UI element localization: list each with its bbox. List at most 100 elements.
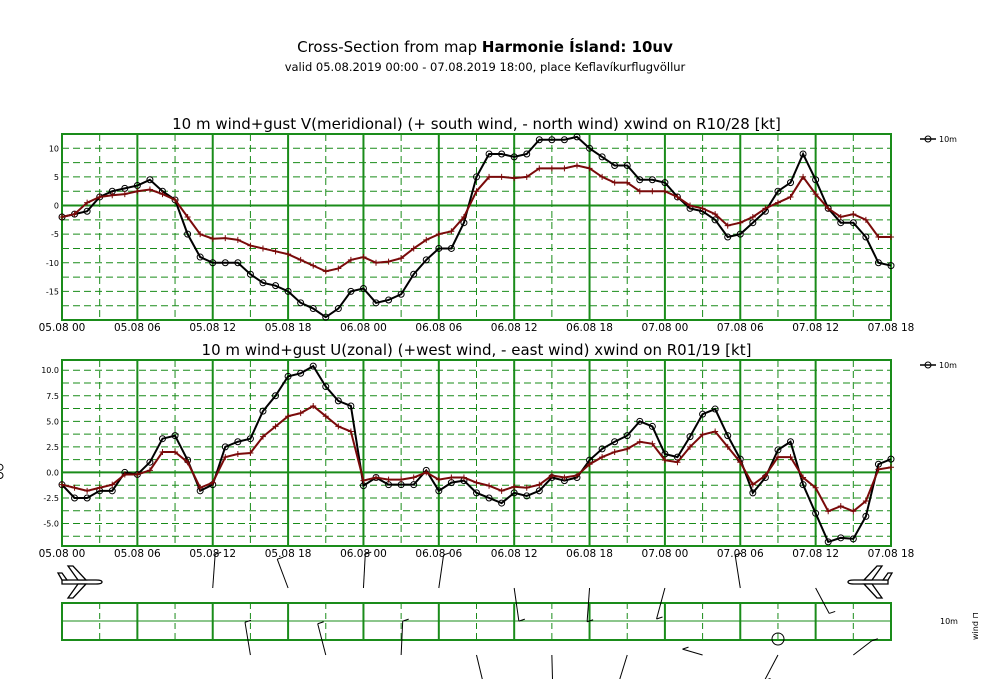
gust-data-point <box>184 459 191 466</box>
wind-barb-flag <box>586 619 594 623</box>
wind-data-point <box>535 487 543 495</box>
gust-data-point <box>599 454 606 461</box>
gust-data-point <box>335 423 342 430</box>
airplane-icon <box>847 565 894 599</box>
wind-data-point <box>246 435 254 443</box>
wind-data-point <box>611 438 619 446</box>
gust-data-point <box>523 484 530 491</box>
wind-data-point <box>297 369 305 377</box>
wind-panel-axis-label: wind ⊓ <box>971 612 980 640</box>
gust-data-point <box>423 469 430 476</box>
gust-data-point <box>774 199 781 206</box>
wind-data-point <box>146 458 154 466</box>
gust-data-point <box>109 481 116 488</box>
wind-data-point <box>686 433 694 441</box>
wind-data-point <box>774 187 782 195</box>
gust-data-point <box>888 234 894 241</box>
x-tick-label: 07.08 06 <box>717 548 764 560</box>
gust-data-point <box>272 248 279 255</box>
wind-data-point <box>422 256 430 264</box>
wind-series-line <box>61 135 892 319</box>
wind-data-point <box>548 136 556 144</box>
wind-barb <box>276 559 289 589</box>
gust-data-point <box>649 440 656 447</box>
x-tick-label: 05.08 12 <box>189 548 236 560</box>
x-tick-label: 05.08 00 <box>39 322 86 334</box>
x-tick-label: 06.08 00 <box>340 322 387 334</box>
wind-data-point <box>272 392 280 400</box>
wind-data-point <box>485 150 493 158</box>
wind-data-point <box>83 207 91 215</box>
y-tick-label: 5 <box>54 173 59 182</box>
wind-data-point <box>209 259 217 267</box>
x-tick-label: 06.08 12 <box>491 548 538 560</box>
gust-data-point <box>800 474 807 481</box>
wind-data-point <box>485 494 493 502</box>
gust-data-point <box>862 498 869 505</box>
wind-barb <box>476 654 483 679</box>
gust-data-point <box>573 472 580 479</box>
gust-data-point <box>448 228 455 235</box>
gust-data-point <box>310 262 317 269</box>
wind-data-point <box>284 287 292 295</box>
panel-u: 10 m wind+gust U(zonal) (+west wind, - e… <box>0 341 957 560</box>
wind-data-point <box>849 535 857 543</box>
gust-data-point <box>59 481 65 488</box>
page-title: Cross-Section from map Harmonie Ísland: … <box>0 38 970 56</box>
gust-data-point <box>209 235 216 242</box>
gust-data-point <box>762 205 769 212</box>
wind-data-point <box>862 512 870 520</box>
wind-barb <box>362 554 366 589</box>
gust-data-point <box>146 186 153 193</box>
y-tick-label: -15 <box>46 287 59 296</box>
wind-data-point <box>623 432 631 440</box>
gust-data-point <box>172 196 179 203</box>
wind-data-point <box>887 455 895 463</box>
gust-data-point <box>448 474 455 481</box>
wind-data-point <box>787 438 795 446</box>
y-tick-label: 0.0 <box>46 468 59 477</box>
gust-data-point <box>636 188 643 195</box>
gust-data-point <box>737 219 744 226</box>
page-subtitle: valid 05.08.2019 00:00 - 07.08.2019 18:0… <box>284 60 686 74</box>
wind-data-point <box>196 253 204 261</box>
gust-data-point <box>611 179 618 186</box>
gust-data-point <box>385 476 392 483</box>
gust-data-point <box>71 211 78 218</box>
gust-data-point <box>322 268 329 275</box>
wind-data-point <box>410 481 418 489</box>
gust-data-point <box>561 474 568 481</box>
wind-barb <box>551 654 553 679</box>
gust-data-point <box>762 472 769 479</box>
gust-data-point <box>687 202 694 209</box>
gust-data-point <box>837 503 844 510</box>
x-tick-label: 06.08 06 <box>415 322 462 334</box>
wind-data-point <box>347 287 355 295</box>
wind-data-point <box>535 136 543 144</box>
wind-data-point <box>146 176 154 184</box>
legend-label: 10m <box>939 135 957 144</box>
wind-data-point <box>221 443 229 451</box>
wind-data-point <box>473 173 480 181</box>
y-tick-label: 5.0 <box>46 417 59 426</box>
gust-data-point <box>234 451 241 458</box>
wind-barb <box>400 621 404 656</box>
gust-data-point <box>222 454 229 461</box>
wind-barb <box>244 622 251 656</box>
wind-data-point <box>435 487 443 495</box>
wind-data-point <box>510 153 518 161</box>
x-tick-label: 07.08 00 <box>642 322 689 334</box>
airplane-icon <box>56 565 103 599</box>
gust-data-point <box>385 258 392 265</box>
gust-data-point <box>435 231 442 238</box>
y-tick-label: -2.5 <box>43 494 59 503</box>
gust-data-point <box>247 450 254 456</box>
y-tick-label: -5 <box>51 230 59 239</box>
wind-barb <box>513 587 520 622</box>
gust-data-point <box>674 193 681 200</box>
gust-data-point <box>825 508 832 515</box>
gust-data-point <box>511 483 518 490</box>
wind-data-point <box>272 282 280 290</box>
wind-barb-flag <box>214 551 222 555</box>
gust-data-point <box>373 474 380 481</box>
